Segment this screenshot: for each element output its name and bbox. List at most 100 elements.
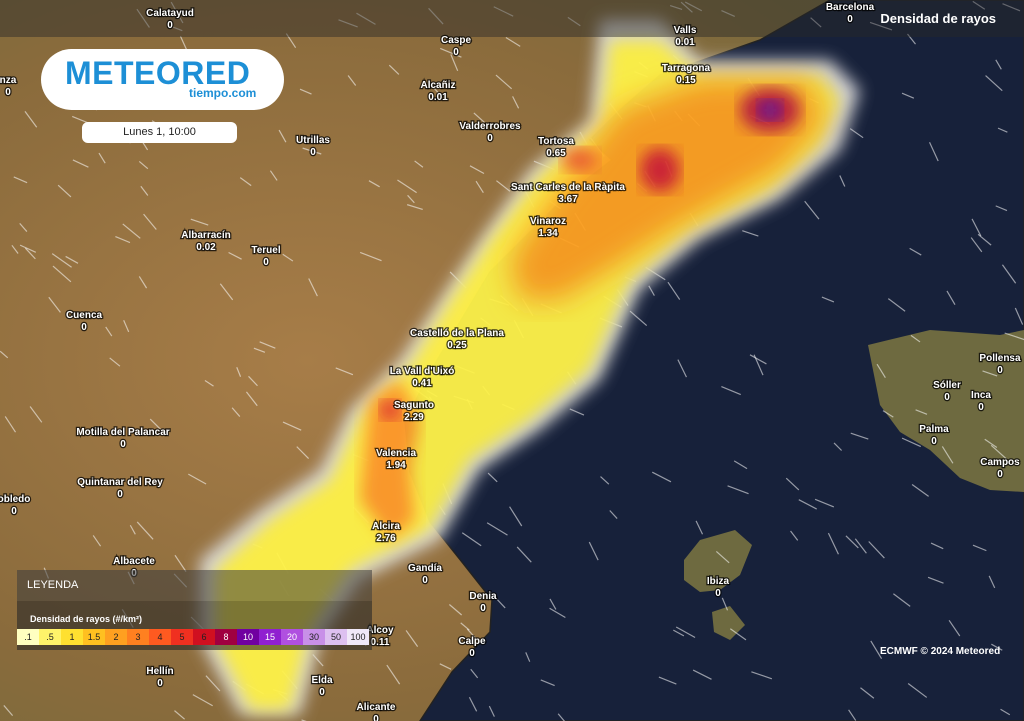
wind-streak [92, 535, 102, 547]
wind-streak [149, 418, 164, 432]
city-value: 0.15 [676, 75, 696, 86]
wind-streak [985, 75, 1003, 92]
wind-streak [470, 668, 479, 679]
wind-streak [115, 236, 131, 244]
wind-streak [1002, 3, 1021, 12]
wind-streak [495, 74, 513, 90]
city-name: Vinaroz [530, 216, 566, 227]
city-value: 1.94 [386, 460, 406, 471]
wind-streak [475, 180, 484, 193]
wind-streak [190, 218, 209, 226]
wind-streak [821, 296, 835, 303]
wind-streak [669, 4, 683, 11]
logo[interactable]: METEORED tiempo.com [41, 49, 284, 110]
wind-streak [347, 75, 357, 86]
wind-streak [219, 283, 234, 301]
city-name: Calpe [458, 636, 486, 647]
city-value: 0 [5, 87, 11, 98]
wind-streak [946, 290, 956, 306]
wind-streak [24, 110, 38, 128]
city-name: obledo [0, 494, 30, 505]
city-name: Pollensa [979, 353, 1021, 364]
wind-streak [136, 8, 150, 28]
wind-streak [488, 705, 495, 717]
city-name: Calatayud [146, 8, 194, 19]
wind-streak [188, 473, 207, 485]
wind-streak [488, 590, 506, 609]
credit: ECMWF © 2024 Meteored [880, 646, 1001, 657]
wind-streak [849, 128, 864, 139]
wind-streak [549, 607, 566, 619]
city-value: 0 [931, 436, 937, 447]
legend-step: 10 [237, 629, 259, 645]
city-value: 0 [117, 489, 123, 500]
wind-streak [909, 247, 922, 256]
wind-streak [24, 247, 36, 260]
wind-streak [359, 251, 382, 262]
wind-streak [143, 213, 157, 230]
wind-streak [439, 663, 452, 670]
wind-streak [790, 530, 799, 541]
city-value: 0.01 [428, 92, 448, 103]
wind-streak [915, 409, 928, 415]
wind-streak [1000, 708, 1011, 716]
wind-streak [673, 629, 685, 637]
city-name: Ibiza [707, 576, 730, 587]
wind-streak [48, 296, 61, 313]
wind-streak [751, 671, 773, 680]
logo-site: tiempo.com [189, 86, 257, 100]
wind-streak [192, 694, 213, 707]
city-value: 0 [422, 575, 428, 586]
city-value: 1.34 [538, 228, 558, 239]
wind-streak [172, 26, 183, 32]
wind-streak [991, 643, 1003, 651]
city-name: Denia [469, 591, 497, 602]
wind-streak [440, 47, 462, 58]
legend-title[interactable]: LEYENDA [17, 570, 372, 601]
legend-step: 50 [325, 629, 347, 645]
wind-streak [675, 626, 696, 638]
legend-subtitle: Densidad de rayos (#/km²) [30, 614, 143, 624]
wind-streak [368, 180, 380, 188]
city-name: Albacete [113, 556, 155, 567]
wind-streak [51, 253, 72, 268]
wind-streak [468, 696, 478, 712]
wind-streak [136, 521, 154, 540]
city-name: Valls [674, 25, 697, 36]
wind-streak [907, 683, 928, 698]
wind-streak [406, 204, 423, 211]
wind-streak [205, 675, 221, 692]
wind-streak [487, 472, 498, 483]
wind-streak [833, 442, 843, 451]
city-name: Alicante [357, 702, 396, 713]
city-name: Alcoy [366, 625, 394, 636]
city-name: Sant Carles de la Ràpita [511, 182, 625, 193]
wind-streak [302, 147, 322, 155]
wind-streak [814, 498, 835, 508]
wind-streak [486, 522, 508, 536]
wind-streak [72, 159, 89, 168]
city-value: 3.67 [558, 194, 578, 205]
city-name: Hellín [146, 666, 173, 677]
wind-streak [253, 347, 266, 353]
wind-streak [540, 679, 555, 687]
wind-streak [138, 276, 148, 289]
wind-streak [285, 33, 297, 48]
wind-streak [296, 446, 310, 459]
date-pill[interactable]: Lunes 1, 10:00 [82, 122, 237, 143]
wind-streak [982, 370, 998, 377]
city-value: 0.02 [196, 242, 216, 253]
wind-streak [278, 129, 287, 143]
wind-streak [356, 12, 376, 25]
wind-streak [231, 407, 241, 417]
wind-streak [259, 341, 276, 349]
legend-step: .5 [39, 629, 61, 645]
wind-streak [158, 430, 170, 437]
legend: LEYENDA Densidad de rayos (#/km²) .1.5 1 1… [17, 570, 372, 650]
legend-step: .1 [17, 629, 39, 645]
wind-streak [995, 205, 1008, 212]
legend-step: 1 [61, 629, 83, 645]
city-name: Alcira [372, 521, 400, 532]
